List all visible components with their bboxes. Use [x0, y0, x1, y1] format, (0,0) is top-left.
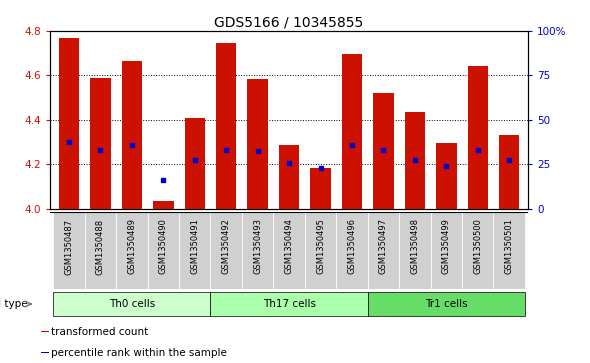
Bar: [368, 212, 399, 289]
Bar: [122, 61, 142, 209]
Text: percentile rank within the sample: percentile rank within the sample: [51, 347, 227, 358]
Point: [504, 157, 514, 163]
Text: GSM1350497: GSM1350497: [379, 219, 388, 274]
Title: GDS5166 / 10345855: GDS5166 / 10345855: [215, 16, 363, 30]
Bar: [499, 135, 519, 209]
Bar: [431, 212, 462, 289]
Bar: [279, 145, 299, 209]
Bar: [273, 212, 305, 289]
Bar: [185, 118, 205, 209]
Point: [316, 165, 325, 171]
Bar: [53, 212, 85, 289]
Bar: [116, 212, 148, 289]
Text: GSM1350494: GSM1350494: [284, 219, 294, 274]
Text: GSM1350493: GSM1350493: [253, 219, 262, 274]
Text: GSM1350490: GSM1350490: [159, 219, 168, 274]
Text: GSM1350495: GSM1350495: [316, 219, 325, 274]
Bar: [305, 212, 336, 289]
Bar: [493, 212, 525, 289]
Point: [127, 142, 137, 148]
Bar: [153, 201, 173, 209]
Bar: [179, 212, 211, 289]
Point: [441, 164, 451, 170]
Bar: [467, 66, 488, 209]
Point: [221, 147, 231, 153]
Text: GSM1350498: GSM1350498: [411, 219, 419, 274]
Point: [64, 139, 74, 145]
Bar: [41, 331, 50, 332]
Point: [96, 147, 105, 153]
Bar: [436, 143, 457, 209]
Bar: [211, 212, 242, 289]
Point: [410, 157, 419, 163]
Text: transformed count: transformed count: [51, 327, 148, 337]
Bar: [310, 168, 331, 209]
Text: GSM1350496: GSM1350496: [348, 219, 356, 274]
Text: GSM1350489: GSM1350489: [127, 219, 136, 274]
Point: [159, 177, 168, 183]
Bar: [373, 93, 394, 209]
Bar: [462, 212, 493, 289]
Bar: [368, 292, 525, 316]
Bar: [85, 212, 116, 289]
Bar: [90, 78, 111, 209]
Bar: [211, 292, 368, 316]
Point: [253, 148, 263, 154]
Point: [473, 147, 483, 153]
Bar: [53, 292, 211, 316]
Text: GSM1350500: GSM1350500: [473, 219, 482, 274]
Bar: [342, 54, 362, 209]
Bar: [399, 212, 431, 289]
Text: GSM1350491: GSM1350491: [191, 219, 199, 274]
Bar: [41, 352, 50, 353]
Text: GSM1350501: GSM1350501: [504, 219, 514, 274]
Text: GSM1350499: GSM1350499: [442, 219, 451, 274]
Text: Th0 cells: Th0 cells: [109, 299, 155, 309]
Point: [348, 142, 357, 148]
Bar: [59, 37, 79, 209]
Text: GSM1350492: GSM1350492: [222, 219, 231, 274]
Text: Tr1 cells: Tr1 cells: [425, 299, 468, 309]
Bar: [216, 43, 237, 209]
Point: [190, 157, 199, 163]
Point: [284, 160, 294, 166]
Text: GSM1350487: GSM1350487: [64, 219, 74, 274]
Text: Th17 cells: Th17 cells: [263, 299, 316, 309]
Bar: [405, 112, 425, 209]
Bar: [242, 212, 273, 289]
Bar: [247, 79, 268, 209]
Text: GSM1350488: GSM1350488: [96, 219, 105, 274]
Bar: [336, 212, 368, 289]
Bar: [148, 212, 179, 289]
Text: cell type: cell type: [0, 299, 28, 309]
Point: [379, 147, 388, 153]
